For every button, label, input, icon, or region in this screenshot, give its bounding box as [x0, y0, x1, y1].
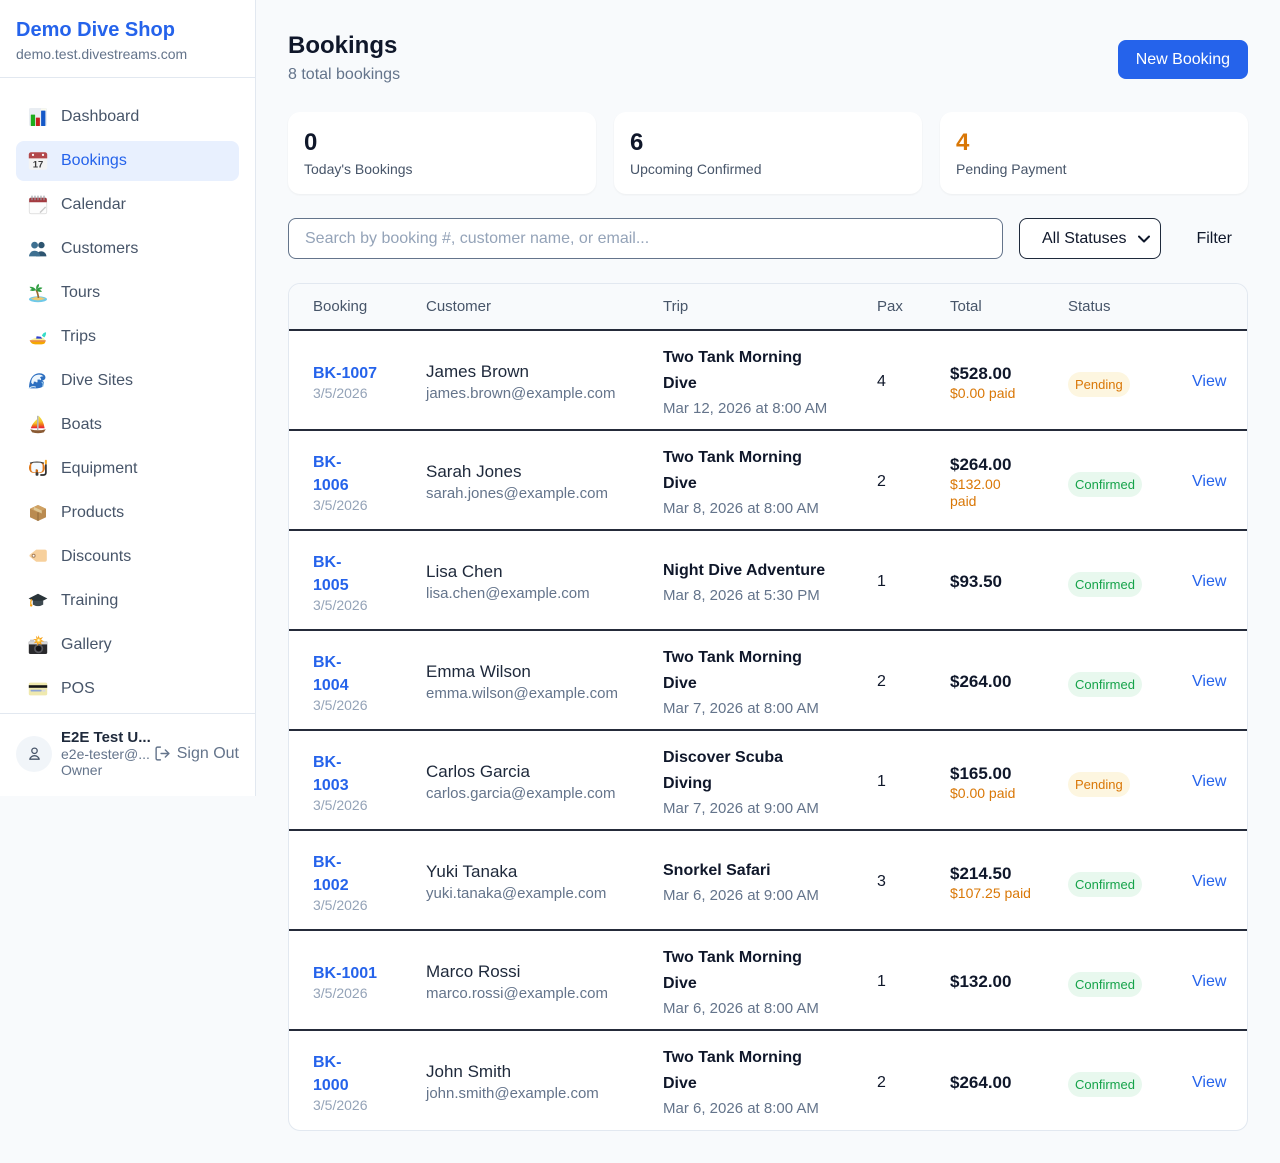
svg-text:17: 17	[33, 159, 44, 170]
